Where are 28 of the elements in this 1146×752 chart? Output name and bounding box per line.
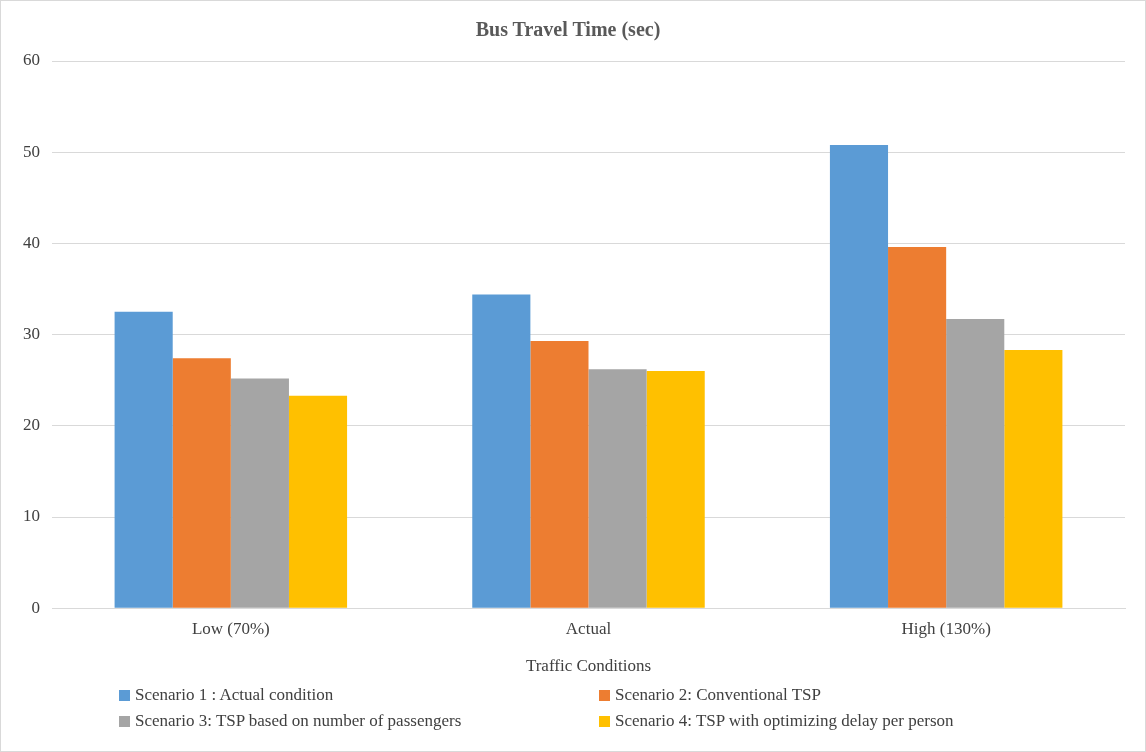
bar	[1004, 350, 1063, 608]
y-tick-label: 40	[23, 232, 40, 252]
legend-label: Scenario 2: Conventional TSP	[615, 685, 822, 705]
y-tick-label: 20	[23, 415, 40, 435]
bar	[646, 371, 705, 608]
bar	[588, 369, 647, 608]
y-tick-label: 60	[23, 50, 40, 70]
x-tick-label: Low (70%)	[191, 618, 270, 638]
bar	[888, 247, 947, 608]
x-tick-label: High (130%)	[901, 618, 991, 638]
legend-label: Scenario 4: TSP with optimizing delay per person	[615, 711, 954, 731]
y-tick-label: 30	[23, 324, 40, 344]
bar	[829, 144, 889, 608]
legend-label: Scenario 1 : Actual condition	[135, 685, 334, 705]
x-axis-title: Traffic Conditions	[525, 656, 652, 676]
legend-label: Scenario 3: TSP based on number of passengers	[135, 711, 462, 731]
bar	[530, 340, 589, 608]
bar	[946, 319, 1005, 608]
bar	[472, 294, 531, 608]
y-tick-label: 0	[31, 597, 40, 617]
chart-title: Bus Travel Time (sec)	[475, 18, 661, 42]
bar	[230, 378, 289, 608]
bar	[288, 395, 348, 608]
bar	[114, 311, 173, 608]
y-tick-label: 50	[23, 141, 40, 161]
x-tick-label: Actual	[565, 618, 612, 638]
y-tick-label: 10	[23, 506, 40, 526]
bar	[172, 358, 231, 608]
